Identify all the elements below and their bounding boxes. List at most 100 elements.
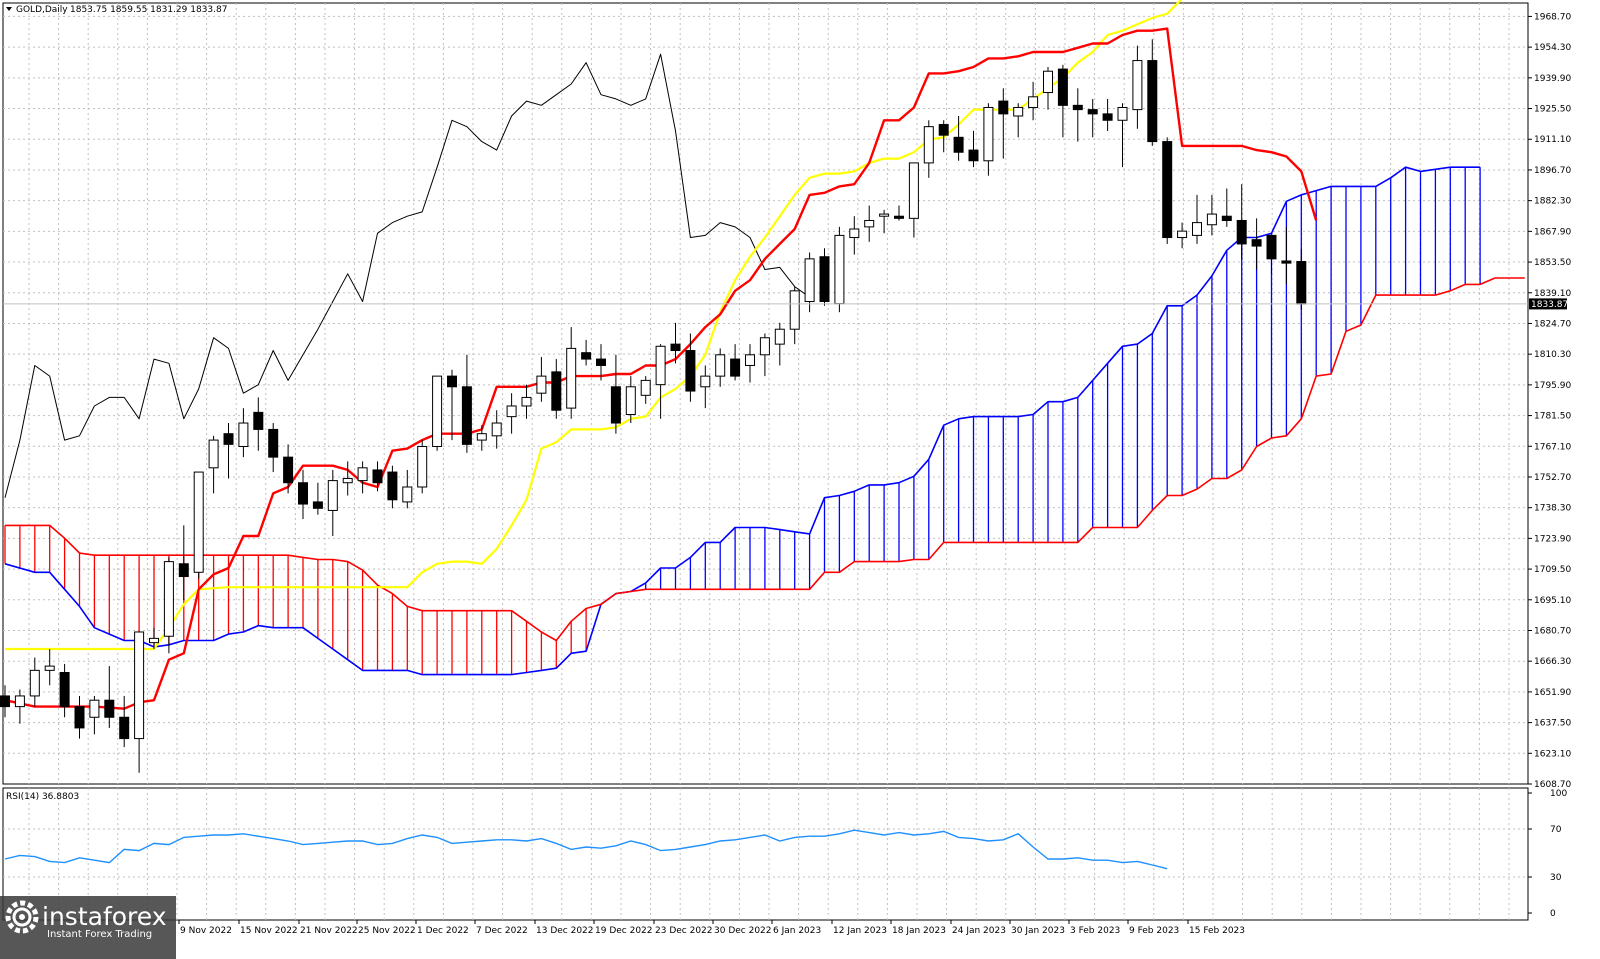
candle-body	[1117, 106, 1128, 121]
instaforex-watermark: instaforex Instant Forex Trading	[0, 896, 176, 959]
candle-body	[327, 480, 338, 511]
candle	[640, 376, 651, 404]
candle-body	[476, 433, 487, 441]
candle-body	[1177, 230, 1188, 239]
candle	[29, 657, 40, 707]
candle	[476, 425, 487, 451]
tenkan-sen-line	[4, 27, 1318, 710]
candle-body	[536, 375, 547, 394]
candle	[819, 248, 830, 306]
candle	[774, 322, 785, 366]
candle	[953, 116, 964, 161]
candle	[178, 525, 189, 600]
candle	[193, 471, 204, 579]
candle	[1013, 103, 1024, 138]
candle	[983, 103, 994, 176]
candle-body	[298, 482, 308, 505]
candle-body	[596, 358, 606, 366]
candle-body	[804, 258, 815, 302]
candle	[596, 344, 606, 381]
candle	[14, 689, 25, 724]
price-panel[interactable]	[0, 0, 1529, 785]
candle	[134, 631, 145, 773]
price-tick-label: 1651.90	[1534, 688, 1571, 698]
candle	[730, 344, 741, 381]
candle-body	[923, 126, 934, 164]
senkou-span-b-line	[5, 277, 1525, 642]
candle-body	[1028, 96, 1039, 108]
candle-body	[625, 386, 636, 416]
gear-logo-icon	[5, 900, 39, 934]
price-grid	[3, 3, 1528, 784]
candle	[894, 205, 904, 221]
candle-body	[1236, 219, 1247, 245]
candle	[149, 627, 159, 650]
candle	[625, 376, 636, 424]
candle-body	[864, 219, 875, 228]
rsi-panel[interactable]: RSI(14) 36.8803	[2, 787, 1529, 921]
candle	[342, 461, 353, 496]
candle-body	[581, 352, 592, 360]
candle	[536, 356, 547, 402]
candle	[1043, 66, 1053, 110]
candle	[44, 649, 55, 686]
candle-body	[938, 124, 949, 136]
time-tick-label: 30 Dec 2022	[714, 926, 772, 936]
price-tick-label: 1608.70	[1534, 780, 1571, 790]
candle	[402, 469, 413, 509]
candle-body	[894, 215, 904, 219]
candle	[521, 384, 532, 419]
candle-body	[998, 100, 1009, 115]
price-tick-label: 1709.50	[1534, 565, 1571, 575]
candle	[491, 410, 502, 449]
candle	[745, 344, 755, 383]
ichimoku-lines	[4, 0, 1318, 710]
candle	[268, 423, 279, 473]
price-tick-label: 1810.30	[1534, 350, 1571, 360]
price-tick-label: 1853.50	[1534, 258, 1571, 268]
price-tick-label: 1752.70	[1534, 473, 1571, 483]
candle	[968, 130, 979, 168]
candle-body	[312, 501, 323, 509]
rsi-label: RSI(14) 36.8803	[6, 792, 79, 802]
candle-body	[908, 162, 919, 219]
candle-body	[1192, 222, 1202, 236]
time-tick-label: 21 Nov 2022	[300, 926, 358, 936]
price-tick-label: 1968.70	[1534, 12, 1571, 22]
candle	[298, 469, 308, 519]
candle-body	[640, 379, 651, 396]
price-axis: 1968.70 1954.30 1939.90 1925.50 1911.10 1896.…	[1528, 12, 1571, 790]
time-tick-label: 7 Dec 2022	[476, 926, 528, 936]
watermark-tagline: Instant Forex Trading	[47, 929, 152, 940]
candle-body	[1147, 60, 1158, 143]
rsi-grid	[3, 788, 1528, 920]
candle	[223, 423, 234, 479]
chart-header: GOLD,Daily 1853.75 1859.55 1831.29 1833.…	[6, 5, 227, 15]
time-tick-label: 3 Feb 2023	[1070, 926, 1120, 936]
time-tick-label: 24 Jan 2023	[952, 926, 1006, 936]
price-tick-label: 1680.70	[1534, 626, 1571, 636]
candle	[685, 333, 696, 402]
candle-body	[670, 343, 681, 352]
time-tick-label: 12 Jan 2023	[833, 926, 887, 936]
watermark-brand: instaforex	[42, 902, 167, 931]
candle	[551, 359, 562, 419]
price-tick-label: 1637.50	[1534, 719, 1571, 729]
time-tick-label: 19 Dec 2022	[595, 926, 653, 936]
candle	[1281, 226, 1292, 285]
candle-body	[268, 428, 279, 458]
dropdown-triangle-icon[interactable]	[6, 7, 12, 11]
candle-body	[342, 477, 353, 484]
candle-body	[163, 561, 174, 637]
kijun-sen-line	[5, 0, 1183, 651]
candle-body	[1162, 141, 1173, 239]
candle-body	[14, 695, 25, 708]
candle-body	[700, 375, 711, 388]
candle	[461, 354, 472, 453]
candle-body	[1102, 113, 1113, 121]
candle	[104, 666, 115, 728]
candle	[1206, 194, 1217, 236]
time-tick-label: 30 Jan 2023	[1011, 926, 1065, 936]
candle	[610, 354, 621, 434]
